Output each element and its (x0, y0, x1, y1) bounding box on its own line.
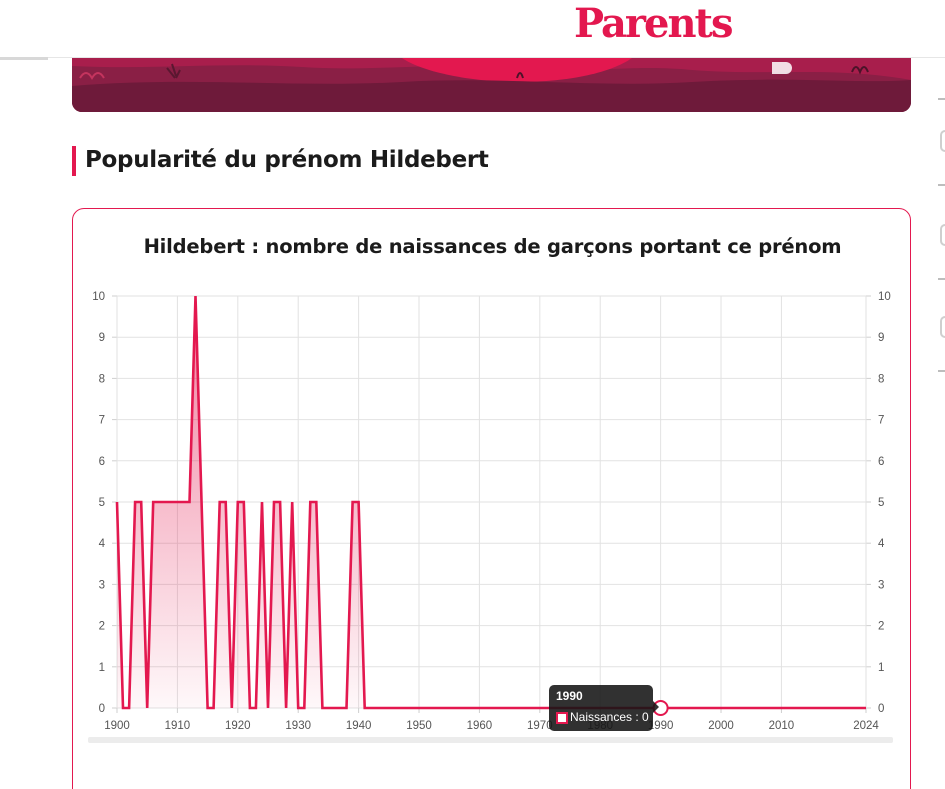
tooltip-swatch (556, 712, 568, 724)
sidebar-line (938, 184, 945, 186)
series-area (117, 296, 866, 708)
chart-card: Hildebert : nombre de naissances de garç… (72, 208, 911, 789)
y-tick-label-right: 0 (878, 703, 884, 715)
sidebar-line (938, 370, 945, 372)
y-tick-label-right: 5 (878, 497, 884, 509)
chart-scroll-strip[interactable] (88, 737, 893, 743)
hero-banner (72, 58, 911, 112)
y-tick-label-left: 10 (92, 291, 105, 303)
y-tick-label-right: 10 (878, 291, 891, 303)
y-tick-label-right: 8 (878, 373, 884, 385)
y-tick-label-right: 3 (878, 579, 884, 591)
header-divider (0, 57, 48, 60)
chart-series (115, 295, 866, 716)
top-header: Parents (0, 0, 945, 60)
sidebar-pill (940, 130, 945, 152)
y-tick-label-left: 8 (99, 373, 105, 385)
y-tick-label-left: 5 (99, 497, 105, 509)
y-tick-label-left: 0 (99, 703, 105, 715)
y-tick-label-right: 7 (878, 415, 884, 427)
x-tick-label: 2024 (853, 720, 879, 732)
x-tick-label: 1990 (648, 720, 674, 732)
x-tick-label: 2010 (769, 720, 795, 732)
y-tick-label-right: 9 (878, 332, 884, 344)
series-line (115, 295, 866, 710)
sidebar-line (938, 278, 945, 280)
x-tick-label: 1910 (165, 720, 191, 732)
tooltip-arrow (653, 701, 659, 713)
y-tick-label-left: 3 (99, 579, 105, 591)
sidebar-pill (940, 224, 945, 246)
tooltip-body: Naissances : 0 (570, 710, 649, 724)
x-tick-label: 2000 (708, 720, 734, 732)
x-tick-label: 1920 (225, 720, 251, 732)
section-title: Popularité du prénom Hildebert (85, 147, 489, 173)
y-tick-label-left: 2 (99, 621, 105, 633)
section-title-accent (72, 146, 76, 176)
x-tick-label: 1970 (527, 720, 553, 732)
tooltip-title: 1990 (556, 689, 583, 703)
chart-ticks: 0 0 1 1 2 2 3 3 4 4 5 5 6 6 7 7 8 8 9 9 10 10 1900 1910 1920 1930… (92, 291, 891, 732)
sidebar-line (938, 98, 945, 100)
y-tick-label-right: 2 (878, 621, 884, 633)
x-tick-label: 1900 (104, 720, 130, 732)
y-tick-label-left: 9 (99, 332, 105, 344)
y-tick-label-right: 4 (878, 538, 885, 550)
y-tick-label-left: 4 (99, 538, 106, 550)
x-tick-label: 1960 (467, 720, 493, 732)
y-tick-label-left: 6 (99, 456, 105, 468)
y-tick-label-right: 6 (878, 456, 884, 468)
chart-tooltip: 1990 Naissances : 0 (549, 685, 653, 731)
chart-title: Hildebert : nombre de naissances de garç… (143, 235, 842, 258)
x-tick-label: 1940 (346, 720, 372, 732)
x-tick-label: 1950 (406, 720, 432, 732)
y-tick-label-left: 1 (99, 662, 105, 674)
site-logo[interactable]: Parents (574, 0, 734, 47)
y-tick-label-right: 1 (878, 662, 884, 674)
hero-illustration (72, 58, 911, 112)
y-tick-label-left: 7 (99, 415, 105, 427)
x-tick-label: 1930 (285, 720, 311, 732)
sidebar-pill (940, 316, 945, 338)
right-sidebar-edge (938, 58, 945, 388)
